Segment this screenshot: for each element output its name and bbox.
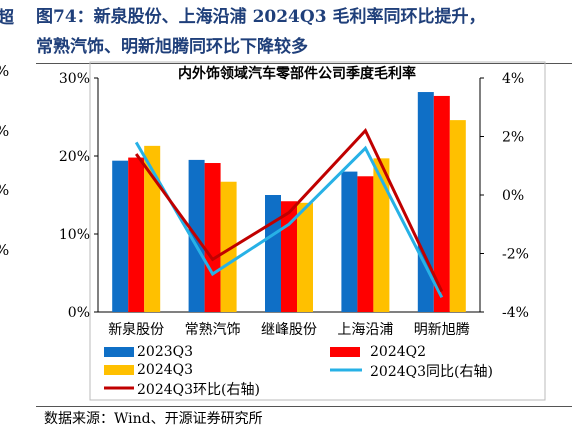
clipped-percent-1: %	[0, 62, 9, 80]
figure-title: 图74：新泉股份、上海沿浦 2024Q3 毛利率同环比提升， 常熟汽饰、明新旭腾…	[36, 2, 576, 62]
right-tick-label-1: -2%	[502, 247, 529, 263]
legend-label-2023q3: 2023Q3	[137, 344, 193, 360]
bar-2023Q3-1	[112, 160, 129, 312]
category-label-3: 继峰股份	[261, 322, 317, 338]
left-tick-label-2: 20%	[59, 149, 90, 165]
left-tick-label-0: 0%	[68, 305, 90, 321]
chart-border	[89, 61, 546, 401]
top-rule	[36, 63, 572, 64]
bar-2024Q3-5	[449, 120, 466, 313]
bar-2024Q3-4	[373, 158, 390, 312]
right-tick-label-4: 4%	[502, 71, 524, 87]
legend: 2023Q3 2024Q2 2024Q3 2024Q3同比(右轴) 2024Q3…	[104, 344, 493, 398]
category-label-2: 常熟汽饰	[185, 322, 241, 338]
bar-2024Q3-3	[297, 202, 313, 312]
ticks-group: 0% 10% 20% 30% -4% -2% 0% 2% 4%	[59, 71, 529, 321]
right-tick-label-0: -4%	[502, 305, 529, 321]
bar-2023Q3-3	[265, 195, 281, 312]
bar-2024Q2-2	[204, 163, 221, 312]
category-label-1: 新泉股份	[108, 321, 164, 338]
category-label-4: 上海沿浦	[337, 322, 393, 338]
legend-label-2024q3: 2024Q3	[137, 362, 193, 378]
lines-group	[134, 128, 444, 299]
legend-label-2024q2: 2024Q2	[370, 344, 426, 360]
right-tick-label-3: 2%	[502, 130, 524, 146]
category-labels-group: 新泉股份 常熟汽饰 继峰股份 上海沿浦 明新旭腾	[108, 321, 470, 338]
source-note: 数据来源：Wind、开源证券研究所	[44, 411, 263, 427]
left-tick-label-1: 10%	[59, 227, 90, 243]
bar-2024Q2-3	[281, 201, 297, 312]
bar-2024Q3-1	[144, 145, 161, 312]
bars-group	[112, 92, 466, 313]
line-qoq	[134, 128, 444, 293]
figure-title-line1: 图74：新泉股份、上海沿浦 2024Q3 毛利率同环比提升，	[36, 7, 486, 27]
bar-2024Q2-4	[357, 176, 374, 312]
bar-2023Q3-4	[341, 171, 358, 312]
line-yoy	[134, 141, 444, 299]
legend-label-qoq: 2024Q3环比(右轴)	[137, 382, 260, 398]
figure-title-line2: 常熟汽饰、明新旭腾同环比下降较多	[36, 37, 308, 57]
right-tick-label-2: 0%	[502, 188, 524, 204]
bottom-rule	[36, 406, 572, 407]
bar-2024Q2-1	[128, 157, 145, 312]
bar-2024Q2-5	[433, 95, 450, 312]
clipped-percent-4: %	[0, 241, 9, 259]
legend-swatch-2023q3	[104, 347, 134, 357]
legend-label-yoy: 2024Q3同比(右轴)	[370, 364, 493, 380]
left-clipped-column: 超 % % % %	[0, 0, 22, 428]
bar-2024Q3-2	[220, 181, 237, 312]
clipped-percent-3: %	[0, 181, 9, 199]
legend-swatch-2024q2	[330, 347, 360, 357]
category-label-5: 明新旭腾	[414, 321, 470, 338]
chart-title: 内外饰领域汽车零部件公司季度毛利率	[178, 65, 416, 82]
clipped-percent-2: %	[0, 122, 9, 140]
clipped-glyph: 超	[0, 8, 14, 28]
legend-swatch-2024q3	[104, 365, 134, 375]
left-tick-label-3: 30%	[59, 71, 90, 87]
